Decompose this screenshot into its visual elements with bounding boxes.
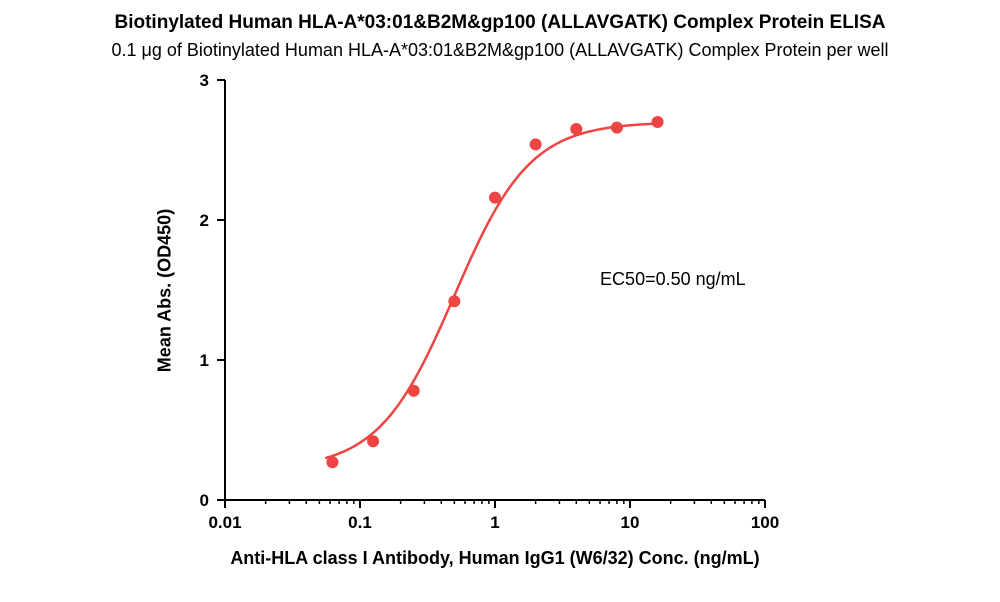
svg-text:0.1: 0.1 (348, 513, 372, 532)
svg-text:3: 3 (200, 71, 209, 90)
svg-text:2: 2 (200, 211, 209, 230)
chart-container: { "title": "Biotinylated Human HLA-A*03:… (0, 0, 1000, 602)
svg-text:1: 1 (490, 513, 499, 532)
chart-plot-svg: 0 1 2 3 0.01 0.1 1 10 100 (0, 0, 1000, 602)
x-axis-label: Anti-HLA class I Antibody, Human IgG1 (W… (95, 548, 895, 569)
svg-text:1: 1 (200, 351, 209, 370)
svg-text:0: 0 (200, 491, 209, 510)
ec50-annotation: EC50=0.50 ng/mL (600, 269, 746, 290)
y-axis-label: Mean Abs. (OD450) (155, 81, 176, 501)
svg-text:0.01: 0.01 (208, 513, 241, 532)
svg-text:100: 100 (751, 513, 779, 532)
svg-text:10: 10 (621, 513, 640, 532)
